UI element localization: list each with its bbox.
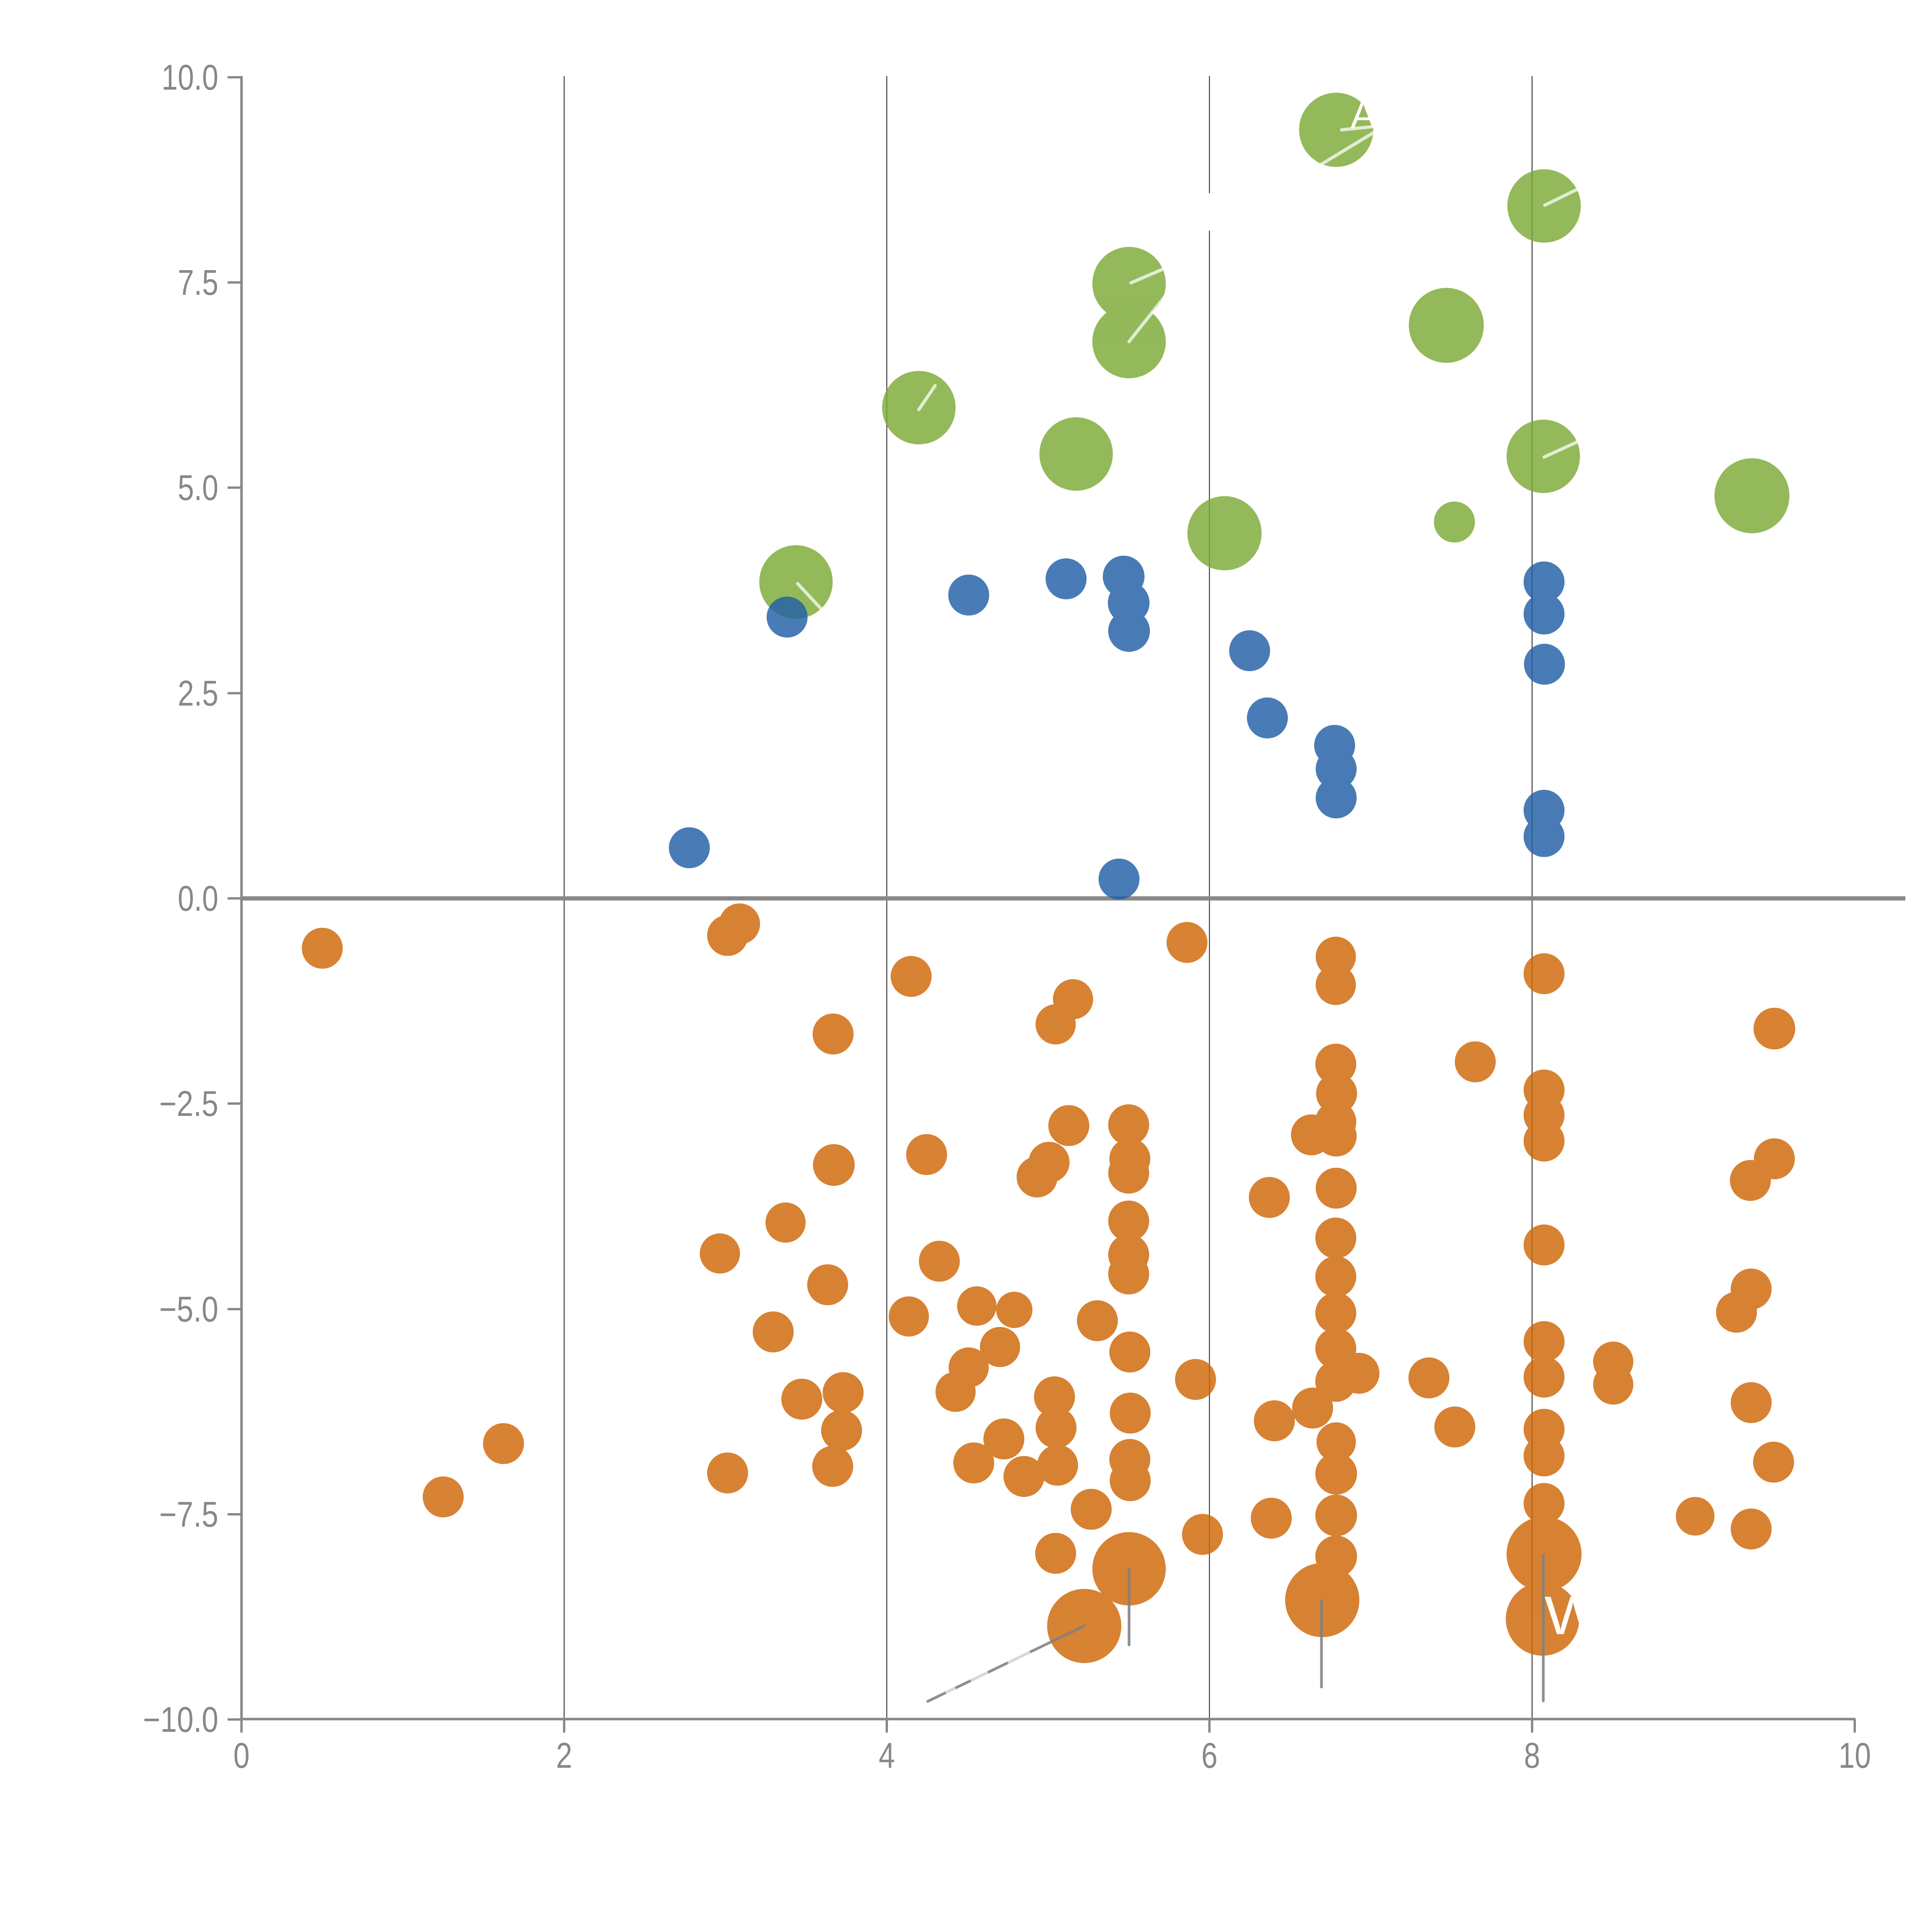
svg-text:−2.5: −2.5 — [159, 1083, 218, 1124]
svg-text:5.0: 5.0 — [178, 468, 218, 508]
svg-text:A: A — [1350, 93, 1376, 136]
svg-text:2.5: 2.5 — [178, 673, 218, 713]
svg-text:−5.0: −5.0 — [159, 1289, 218, 1329]
svg-text:0: 0 — [233, 1735, 250, 1776]
svg-text:10.0: 10.0 — [162, 57, 218, 97]
svg-text:0.0: 0.0 — [178, 878, 218, 918]
svg-text:W: W — [1544, 1585, 1602, 1646]
svg-text:8: 8 — [1524, 1735, 1540, 1776]
svg-text:10: 10 — [1838, 1735, 1871, 1776]
svg-text:4: 4 — [879, 1735, 895, 1776]
svg-text:2: 2 — [556, 1735, 572, 1776]
svg-text:6: 6 — [1201, 1735, 1218, 1776]
svg-text:7.5: 7.5 — [178, 262, 218, 303]
svg-text:−10.0: −10.0 — [143, 1699, 218, 1740]
svg-text:−7.5: −7.5 — [159, 1494, 218, 1534]
